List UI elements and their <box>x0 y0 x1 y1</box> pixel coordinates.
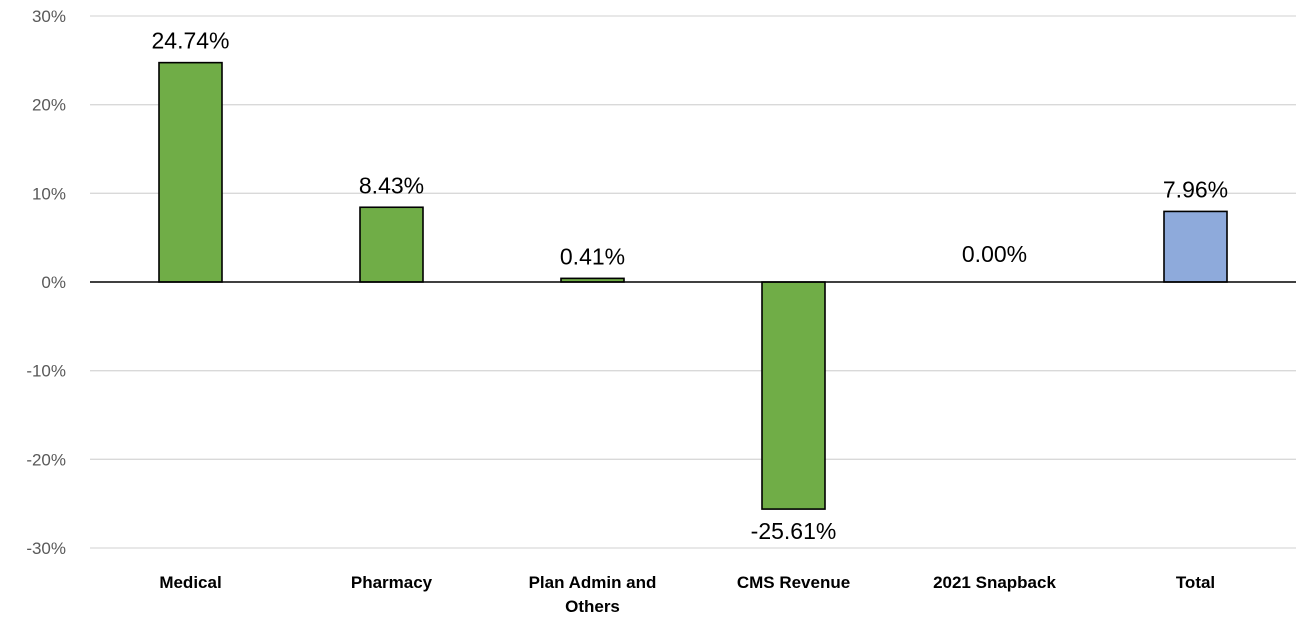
y-tick-label: 30% <box>32 7 66 26</box>
category-label-line: Plan Admin and <box>529 573 657 592</box>
category-label: Medical <box>159 573 221 592</box>
bar <box>761 281 826 510</box>
category-label-line: Pharmacy <box>351 573 433 592</box>
y-tick-label: -10% <box>26 362 66 381</box>
y-tick-label: -30% <box>26 539 66 558</box>
category-label: Plan Admin and Others <box>529 573 657 616</box>
bars <box>158 61 1228 510</box>
category-label: CMS Revenue <box>737 573 850 592</box>
data-label: 24.74% <box>151 28 229 54</box>
category-label: 2021 Snapback <box>933 573 1056 592</box>
category-label-line: Total <box>1176 573 1215 592</box>
gridlines <box>90 15 1296 549</box>
y-axis-tick-labels: 30% 20% 10% 0% -10% -20% -30% <box>26 7 66 558</box>
category-label-line: CMS Revenue <box>737 573 850 592</box>
bar <box>158 61 223 283</box>
category-label: Total <box>1176 573 1215 592</box>
data-label: 7.96% <box>1163 176 1228 202</box>
bar <box>1163 210 1228 283</box>
data-label: -25.61% <box>751 518 837 544</box>
data-label: 0.00% <box>962 241 1027 267</box>
bar <box>359 206 424 283</box>
y-tick-label: -20% <box>26 450 66 469</box>
data-labels: 24.74% 8.43% 0.41% -25.61% 0.00% 7.96% <box>151 28 1228 544</box>
x-axis-category-labels: Medical Pharmacy Plan Admin and Others CMS R… <box>159 573 1215 616</box>
y-tick-label: 20% <box>32 96 66 115</box>
data-label: 0.41% <box>560 243 625 269</box>
data-label: 8.43% <box>359 172 424 198</box>
category-label-line: 2021 Snapback <box>933 573 1056 592</box>
y-tick-label: 0% <box>41 273 66 292</box>
category-label: Pharmacy <box>351 573 433 592</box>
category-label-line: Medical <box>159 573 221 592</box>
y-tick-label: 10% <box>32 184 66 203</box>
category-label-line: Others <box>565 597 620 616</box>
